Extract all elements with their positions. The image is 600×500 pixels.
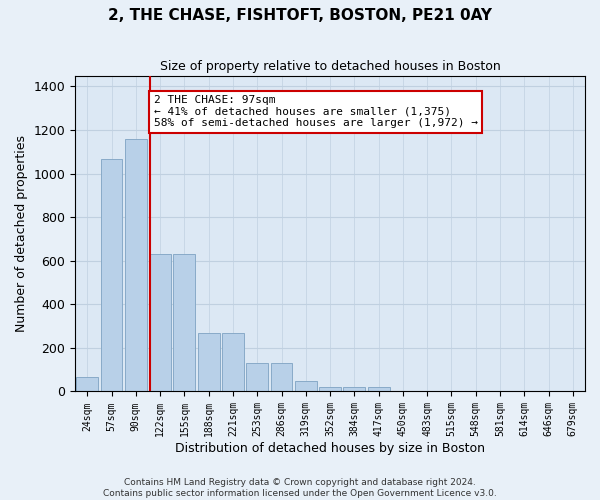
Text: 2 THE CHASE: 97sqm
← 41% of detached houses are smaller (1,375)
58% of semi-deta: 2 THE CHASE: 97sqm ← 41% of detached hou… — [154, 95, 478, 128]
Title: Size of property relative to detached houses in Boston: Size of property relative to detached ho… — [160, 60, 500, 73]
Bar — [149, 254, 171, 392]
Text: Contains HM Land Registry data © Crown copyright and database right 2024.
Contai: Contains HM Land Registry data © Crown c… — [103, 478, 497, 498]
Bar — [173, 254, 196, 392]
Bar — [247, 363, 268, 392]
Text: 2, THE CHASE, FISHTOFT, BOSTON, PE21 0AY: 2, THE CHASE, FISHTOFT, BOSTON, PE21 0AY — [108, 8, 492, 22]
X-axis label: Distribution of detached houses by size in Boston: Distribution of detached houses by size … — [175, 442, 485, 455]
Bar — [101, 160, 122, 392]
Bar — [76, 378, 98, 392]
Bar — [295, 380, 317, 392]
Bar — [368, 387, 389, 392]
Bar — [198, 332, 220, 392]
Y-axis label: Number of detached properties: Number of detached properties — [15, 135, 28, 332]
Bar — [222, 332, 244, 392]
Bar — [319, 386, 341, 392]
Bar — [125, 138, 147, 392]
Bar — [271, 363, 292, 392]
Bar — [343, 387, 365, 392]
